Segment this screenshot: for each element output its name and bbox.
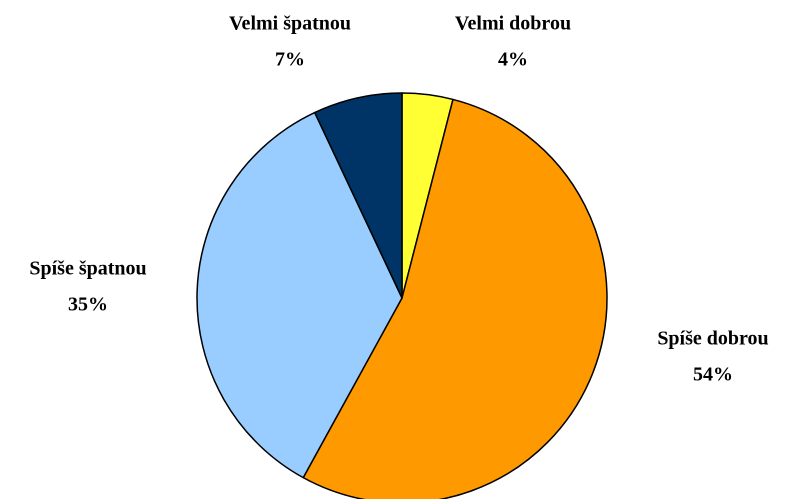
pie-slice	[302, 98, 608, 499]
slice-value-label: 35%	[68, 294, 108, 316]
slice-value-label: 7%	[275, 49, 305, 71]
slice-value-label: 54%	[693, 364, 733, 386]
slice-label: Spíše špatnou	[29, 258, 146, 280]
pie-slice	[313, 92, 403, 299]
slice-value-label: 4%	[498, 49, 528, 71]
pie-slice	[196, 111, 403, 479]
slice-label: Velmi špatnou	[229, 13, 351, 35]
slice-label: Spíše dobrou	[657, 328, 768, 350]
slice-label: Velmi dobrou	[455, 13, 571, 35]
